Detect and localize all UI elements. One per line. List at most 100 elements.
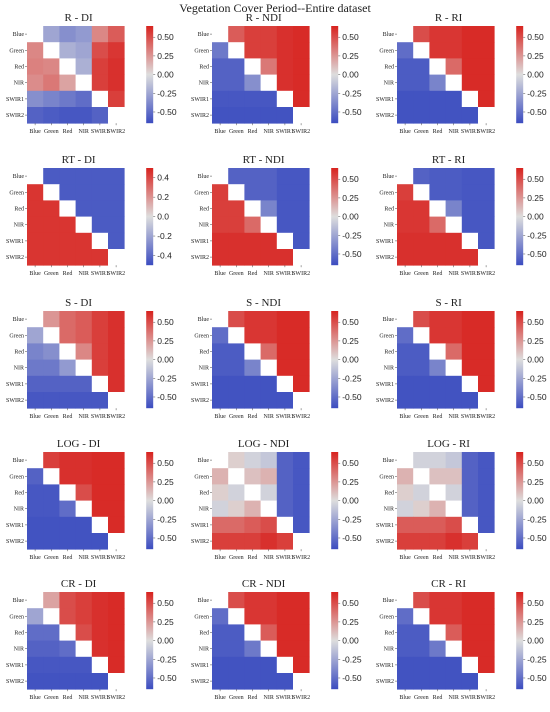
y-tick-label: Green xyxy=(194,614,209,620)
colorbar-tick-label: 0.00 xyxy=(527,496,544,506)
x-tick-label: Blue xyxy=(399,695,411,701)
heatmap-cell xyxy=(260,452,278,469)
heatmap-cell xyxy=(276,216,294,234)
x-tick-label: Blue xyxy=(399,129,411,135)
heatmap-cell xyxy=(478,673,495,690)
heatmap-cell xyxy=(293,608,310,625)
y-tick-label: NIR xyxy=(14,647,24,653)
colorbar-tick-label: -0.50 xyxy=(527,107,547,117)
heatmap-cell xyxy=(413,392,430,409)
heatmap-cell xyxy=(461,200,479,217)
colorbar xyxy=(146,26,154,124)
colorbar-tick-label: -0.50 xyxy=(342,533,362,543)
heatmap-cell xyxy=(260,311,278,328)
heatmap-cell xyxy=(461,168,479,185)
heatmap-cell xyxy=(276,327,294,344)
heatmap-cell xyxy=(429,500,446,518)
heatmap-cell xyxy=(43,232,60,250)
colorbar xyxy=(146,452,154,550)
heatmap-cell xyxy=(276,232,294,250)
heatmap-cell xyxy=(397,624,414,641)
x-tick-label: Green xyxy=(414,555,429,561)
colorbar-tick-label: 0.00 xyxy=(527,212,544,222)
heatmap-cell xyxy=(244,516,261,534)
colorbar-tick-label: 0.25 xyxy=(342,336,359,346)
y-tick-label: Blue xyxy=(13,317,25,323)
y-tick-label: Blue xyxy=(198,174,210,180)
x-tick-label: Blue xyxy=(29,271,41,277)
heatmap-cell xyxy=(108,592,125,609)
heatmap-cell xyxy=(59,42,76,59)
heatmap-cell xyxy=(445,90,463,108)
heatmap-cell xyxy=(75,468,93,485)
heatmap-cell xyxy=(461,42,479,59)
heatmap-cell xyxy=(108,74,125,92)
y-tick-label: SWIR1 xyxy=(376,97,394,103)
colorbar-tick-label: 0.50 xyxy=(342,32,359,42)
heatmap-cell xyxy=(108,184,125,201)
heatmap-cell xyxy=(397,343,414,360)
x-tick-label: Red xyxy=(433,555,443,561)
x-tick-label: SWIR1 xyxy=(91,414,109,420)
y-tick-label: Red xyxy=(14,65,24,71)
y-tick-label: NIR xyxy=(384,223,394,229)
heatmap-cell xyxy=(43,327,60,344)
heatmap-cell xyxy=(429,359,446,377)
y-tick-label: Blue xyxy=(383,317,395,323)
y-tick-label: Green xyxy=(379,190,394,196)
heatmap-cell xyxy=(293,484,310,501)
y-tick-label: Blue xyxy=(383,174,395,180)
heatmap-cell xyxy=(43,468,60,485)
heatmap-cell xyxy=(478,516,495,534)
heatmap-cell xyxy=(293,168,310,185)
heatmap-cell xyxy=(244,327,261,344)
heatmap-cell xyxy=(397,484,414,501)
heatmap-cell xyxy=(397,311,414,328)
y-tick-label: SWIR1 xyxy=(6,239,24,245)
colorbar-tick-label: 0.25 xyxy=(342,617,359,627)
heatmap-cell xyxy=(461,484,479,501)
heatmap-cell xyxy=(75,249,93,266)
y-tick-label: Green xyxy=(379,474,394,480)
heatmap-cell xyxy=(397,200,414,217)
heatmap-cell xyxy=(212,200,229,217)
x-tick-label: SWIR2 xyxy=(477,271,495,277)
heatmap-cell xyxy=(293,74,310,92)
heatmap-cell xyxy=(445,58,463,75)
heatmap-cell xyxy=(228,624,245,641)
colorbar-tick-label: -0.50 xyxy=(342,392,362,402)
y-tick-label: Red xyxy=(384,350,394,356)
colorbar-tick-label: -0.25 xyxy=(157,373,177,383)
heatmap-cell xyxy=(397,249,414,266)
heatmap-cell xyxy=(212,327,229,344)
y-tick-label: Red xyxy=(14,491,24,497)
heatmap-cell xyxy=(244,359,261,377)
heatmap-cell xyxy=(413,168,430,185)
heatmap-cell xyxy=(413,375,430,393)
heatmap-cell xyxy=(445,656,463,674)
heatmap-cell xyxy=(91,673,109,690)
x-tick-label: Green xyxy=(414,414,429,420)
heatmap-cell xyxy=(27,249,44,266)
heatmap-cell xyxy=(108,343,125,360)
colorbar-tick-label: -0.25 xyxy=(527,230,547,240)
heatmap-cell xyxy=(429,42,446,59)
heatmap-cell xyxy=(445,232,463,250)
heatmap-cell xyxy=(276,184,294,201)
heatmap-cell xyxy=(429,624,446,641)
heatmap-cell xyxy=(108,375,125,393)
y-tick-label: Red xyxy=(14,631,24,637)
heatmap-cell xyxy=(27,216,44,234)
heatmap-cell xyxy=(212,484,229,501)
heatmap-cell xyxy=(293,533,310,550)
x-tick-label: Green xyxy=(44,555,59,561)
heatmap-cell xyxy=(212,452,229,469)
heatmap-cell xyxy=(461,500,479,518)
heatmap-cell xyxy=(91,392,109,409)
heatmap-cell xyxy=(212,656,229,674)
heatmap-cell xyxy=(293,216,310,234)
heatmap-cell xyxy=(43,608,60,625)
heatmap-cell xyxy=(108,484,125,501)
